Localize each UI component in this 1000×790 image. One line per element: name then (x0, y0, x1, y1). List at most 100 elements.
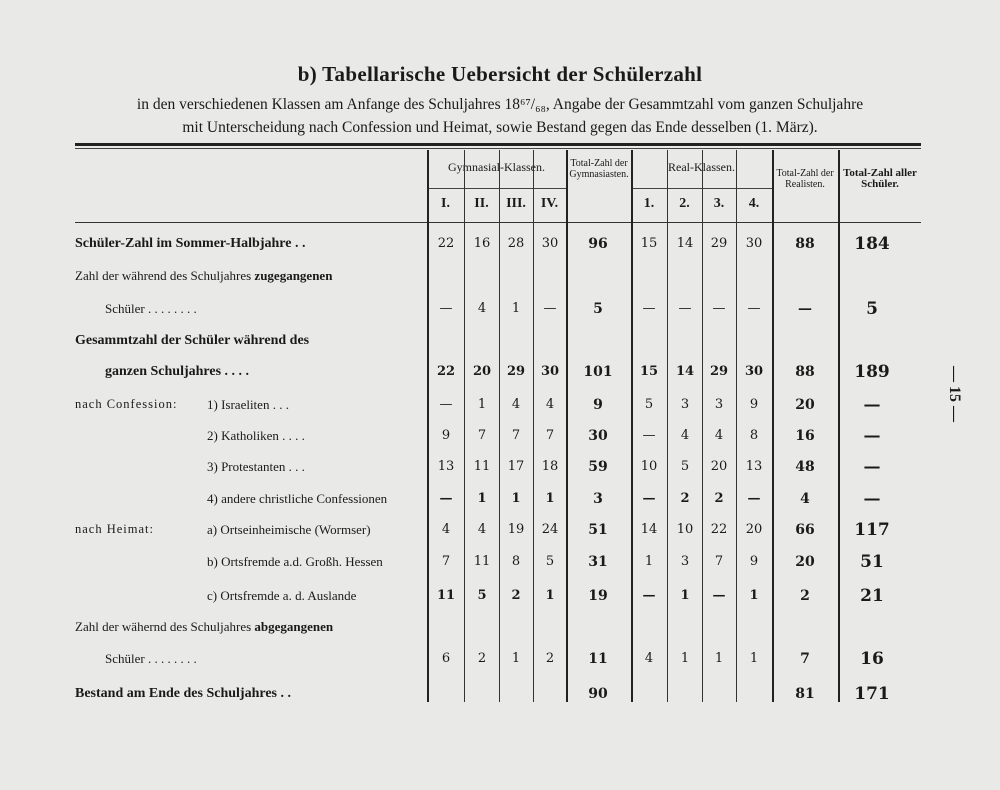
table-cell: 3 (680, 397, 690, 412)
table-cell: — (642, 301, 656, 316)
table-cell: 4 (680, 428, 690, 443)
table-cell: 20 (745, 522, 763, 537)
row-label: ganzen Schuljahres . . . . (75, 364, 450, 380)
row-label-text: Schüler . . . . . . . . (105, 301, 197, 316)
table-cell: 1 (511, 651, 521, 666)
table-cell: 7 (800, 651, 810, 667)
table-cell: 51 (860, 552, 884, 572)
row-label: a) Ortseinheimische (Wormser) (75, 522, 552, 538)
table-cell: — (863, 457, 881, 477)
header-class-3: 3. (713, 196, 725, 211)
table-cell: 184 (854, 234, 890, 254)
table-cell: 2 (511, 588, 521, 603)
table-cell: 4 (477, 522, 487, 537)
row-label: c) Ortsfremde a. d. Auslande (75, 588, 552, 604)
column-rule (667, 150, 668, 702)
table-cell: 9 (749, 397, 759, 412)
row-label: Zahl der wähernd des Schuljahres abgegan… (75, 619, 420, 635)
subtitle-line-2: mit Unterscheidung nach Confession und H… (182, 119, 818, 136)
header-divider (631, 188, 772, 189)
table-cell: 2 (800, 588, 810, 604)
table-cell: 189 (854, 362, 890, 382)
row-label-text: 4) andere christliche Confessionen (207, 491, 388, 506)
table-cell: — (642, 428, 656, 443)
table-cell: 5 (545, 554, 555, 569)
table-cell: — (439, 301, 453, 316)
table-cell: 3 (680, 554, 690, 569)
row-label-text: 3) Protestanten . . . (207, 459, 305, 474)
row-group-label: nach Heimat: (75, 522, 154, 536)
table-cell: 13 (745, 459, 763, 474)
table-cell: 8 (511, 554, 521, 569)
row-label: Gesammtzahl der Schüler während des (75, 333, 420, 349)
table-cell: 1 (749, 588, 759, 603)
table-cell: 10 (676, 522, 694, 537)
table-cell: 48 (795, 459, 815, 475)
table-cell: 9 (749, 554, 759, 569)
header-divider (427, 188, 566, 189)
table-cell: 20 (472, 364, 492, 379)
column-rule (427, 150, 429, 702)
row-label-text: Schüler . . . . . . . . (105, 651, 197, 666)
column-rule (702, 150, 703, 702)
table-cell: 15 (640, 236, 658, 251)
table-cell: 2 (477, 651, 487, 666)
table-cell: 7 (545, 428, 555, 443)
table-cell: 88 (795, 364, 815, 380)
table-cell: 171 (854, 684, 890, 704)
row-label-text: Zahl der während des Schuljahres (75, 268, 255, 283)
table-cell: 24 (541, 522, 559, 537)
table-cell: 29 (506, 364, 526, 379)
table-cell: 1 (545, 491, 555, 506)
table-cell: 21 (860, 586, 884, 606)
row-label-emphasis: zugegangenen (254, 268, 333, 283)
table-cell: 30 (744, 364, 764, 379)
table-cell: 19 (588, 588, 608, 604)
table-cell: 2 (545, 651, 555, 666)
table-cell: 10 (640, 459, 658, 474)
table-cell: 4 (800, 491, 810, 507)
table-cell: 7 (714, 554, 724, 569)
table-cell: — (798, 301, 812, 317)
table-cell: 6 (441, 651, 451, 666)
table-cell: — (863, 426, 881, 446)
table-cell: — (712, 588, 726, 603)
row-label-text: Bestand am Ende des Schuljahres . . (75, 686, 292, 701)
table-cell: 4 (545, 397, 555, 412)
table-cell: 16 (473, 236, 491, 251)
header-class-1: 1. (643, 196, 655, 211)
table-cell: 1 (680, 651, 690, 666)
table-cell: 4 (441, 522, 451, 537)
table-cell: — (678, 301, 692, 316)
column-rule (631, 150, 633, 702)
table-cell: 90 (588, 686, 608, 702)
table-cell: 30 (541, 236, 559, 251)
row-label: 2) Katholiken . . . . (75, 428, 552, 444)
table-cell: 3 (714, 397, 724, 412)
table-cell: 4 (477, 301, 487, 316)
table-cell: 20 (710, 459, 728, 474)
table-cell: 11 (473, 554, 491, 569)
row-label: Schüler . . . . . . . . (75, 301, 450, 317)
page-title: b) Tabellarische Uebersicht der Schülerz… (297, 62, 703, 86)
table-cell: 20 (795, 397, 815, 413)
page-number: — 15 — (946, 366, 963, 422)
table-cell: 66 (795, 522, 815, 538)
table-cell: 29 (710, 236, 728, 251)
row-label: 4) andere christliche Confessionen (75, 491, 552, 507)
header-class-II: II. (474, 196, 489, 211)
table-cell: — (747, 301, 761, 316)
column-rule (566, 150, 568, 702)
row-label-text: a) Ortseinheimische (Wormser) (207, 522, 371, 537)
header-class-IV: IV. (540, 196, 559, 211)
table-cell: 4 (511, 397, 521, 412)
header-class-2: 2. (679, 196, 690, 211)
row-label-text: ganzen Schuljahres . . . . (105, 364, 250, 379)
table-cell: 4 (714, 428, 724, 443)
table-cell: 2 (680, 491, 690, 506)
table-cell: 1 (511, 301, 521, 316)
table-cell: 14 (640, 522, 658, 537)
table-cell: 11 (473, 459, 491, 474)
table-cell: 5 (593, 301, 603, 317)
table-cell: 5 (477, 588, 487, 603)
